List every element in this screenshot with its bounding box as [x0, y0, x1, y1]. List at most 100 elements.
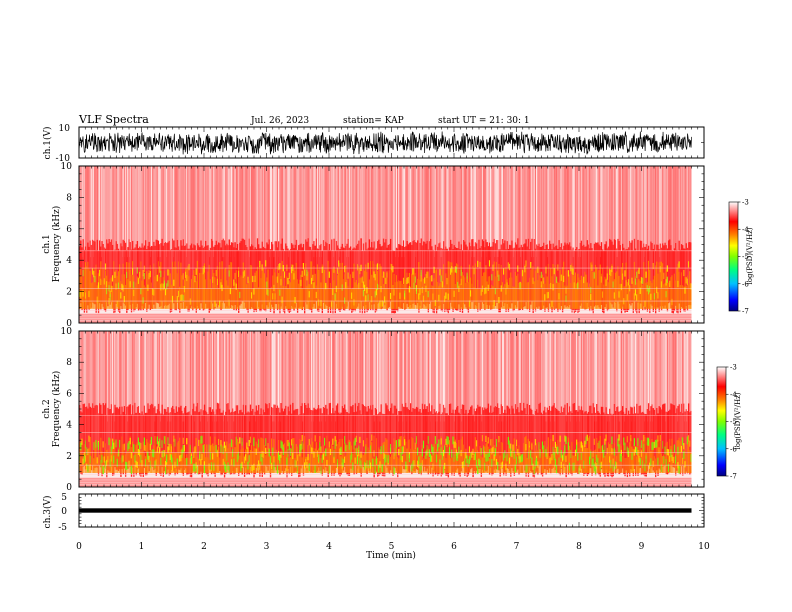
spectrogram-cell: [685, 409, 687, 472]
colorbar-tick-label: -3: [742, 199, 749, 207]
spectrogram-cell: [540, 166, 543, 251]
spectrogram-cell: [639, 457, 642, 466]
spectrogram-cell: [479, 406, 481, 469]
spectrogram-cell: [114, 404, 116, 468]
spectrogram-cell: [286, 331, 288, 416]
spectrogram-cell: [162, 455, 165, 473]
spectrogram-cell: [240, 331, 242, 416]
spectrogram-cell: [457, 331, 459, 416]
spectrogram-cell: [663, 166, 665, 251]
spectrogram-cell: [300, 279, 302, 287]
spectrogram-cell: [670, 166, 672, 251]
spectrogram-cell: [359, 436, 361, 444]
spectrogram-cell: [424, 166, 426, 251]
spectrogram-cell: [389, 263, 392, 309]
spectrogram-cell: [205, 240, 207, 304]
spectrogram-cell: [320, 300, 322, 307]
spectrogram-cell: [593, 463, 596, 472]
spectrogram-cell: [560, 450, 563, 458]
spectrogram-cell: [598, 440, 600, 449]
spectrogram-cell: [435, 269, 438, 309]
spectrogram-cell: [599, 462, 602, 471]
spectrogram-cell: [646, 166, 649, 251]
spectrogram-cell: [540, 246, 543, 310]
spectrogram-cell: [186, 331, 188, 416]
spectrogram-cell: [644, 437, 646, 473]
spectrogram-cell: [504, 240, 506, 304]
spectrogram-cell: [625, 408, 627, 471]
spectrogram-cell: [643, 262, 645, 309]
spectrogram-cell: [84, 292, 87, 299]
spectrogram-cell: [109, 166, 112, 251]
spectrogram-cell: [511, 450, 513, 458]
spectrogram-cell: [104, 166, 107, 251]
spectrogram-cell: [560, 331, 563, 416]
spectrogram-cell: [544, 440, 546, 473]
spectrogram-cell: [141, 331, 143, 416]
spectrogram-cell: [163, 436, 166, 444]
spectrogram-cell: [597, 331, 599, 416]
spectrogram-cell: [605, 278, 607, 309]
spectrogram-cell: [258, 287, 260, 309]
spectrogram-cell: [675, 455, 677, 464]
spectrogram-cell: [424, 284, 426, 309]
spectrogram-cell: [677, 446, 679, 455]
spectrogram-cell: [265, 248, 267, 312]
spectrogram-cell: [657, 331, 659, 416]
spectrogram-cell: [223, 441, 226, 448]
spectrogram-cell: [341, 331, 344, 416]
spectrogram-cell: [352, 331, 354, 416]
spectrogram-cell: [123, 443, 126, 451]
spectrogram-cell: [137, 277, 140, 284]
spectrogram-cell: [97, 441, 100, 473]
spectrogram-cell: [633, 438, 636, 446]
spectrogram-cell: [593, 272, 596, 279]
spectrogram-cell: [521, 453, 524, 462]
spectrogram-cell: [364, 462, 366, 470]
spectrogram-cell: [87, 453, 89, 473]
spectrogram-cell: [135, 282, 137, 309]
spectrogram-cell: [136, 406, 139, 470]
spectrogram-cell: [464, 331, 466, 416]
spectrogram-cell: [380, 446, 382, 455]
spectrogram-cell: [613, 403, 616, 467]
spectrogram-cell: [280, 403, 282, 466]
spectrogram-cell: [464, 277, 466, 309]
spectrogram-cell: [338, 331, 340, 416]
spectrogram-cell: [135, 460, 137, 468]
spectrogram-cell: [88, 403, 90, 466]
spectrogram-cell: [190, 278, 193, 309]
spectrogram-cell: [622, 166, 624, 251]
spectrogram-cell: [362, 331, 365, 416]
spectrogram-cell: [369, 445, 372, 454]
spectrogram-cell: [690, 283, 692, 290]
spectrogram-cell: [512, 444, 514, 451]
spectrogram-cell: [199, 272, 201, 309]
spectrogram-cell: [651, 438, 653, 473]
spectrogram-cell: [369, 331, 372, 416]
spectrogram-cell: [265, 403, 267, 466]
spectrogram-cell: [433, 444, 435, 473]
spectrogram-cell: [316, 450, 319, 457]
spectrogram-cell: [353, 439, 355, 473]
spectrogram-cell: [285, 243, 287, 307]
spectrogram-cell: [412, 269, 414, 309]
spectrogram-cell: [235, 166, 238, 251]
spectrogram-cell: [540, 285, 543, 309]
spectrogram-cell: [273, 439, 275, 473]
spectrogram-cell: [537, 266, 539, 273]
spectrogram-cell: [610, 460, 612, 468]
spectrogram-cell: [600, 461, 603, 468]
spectrogram-cell: [364, 166, 366, 251]
spectrogram-cell: [212, 409, 214, 472]
spectrogram-cell: [412, 460, 414, 469]
spectrogram-cell: [216, 278, 219, 286]
spectrogram-cell: [84, 406, 87, 470]
spectrogram-cell: [393, 405, 395, 468]
spectrogram-cell: [340, 446, 342, 455]
spectrogram-cell: [551, 454, 553, 461]
spectrogram-cell: [528, 277, 531, 309]
spectrogram-cell: [126, 462, 128, 470]
spectrogram-cell: [574, 449, 577, 457]
spectrogram-cell: [603, 166, 605, 251]
